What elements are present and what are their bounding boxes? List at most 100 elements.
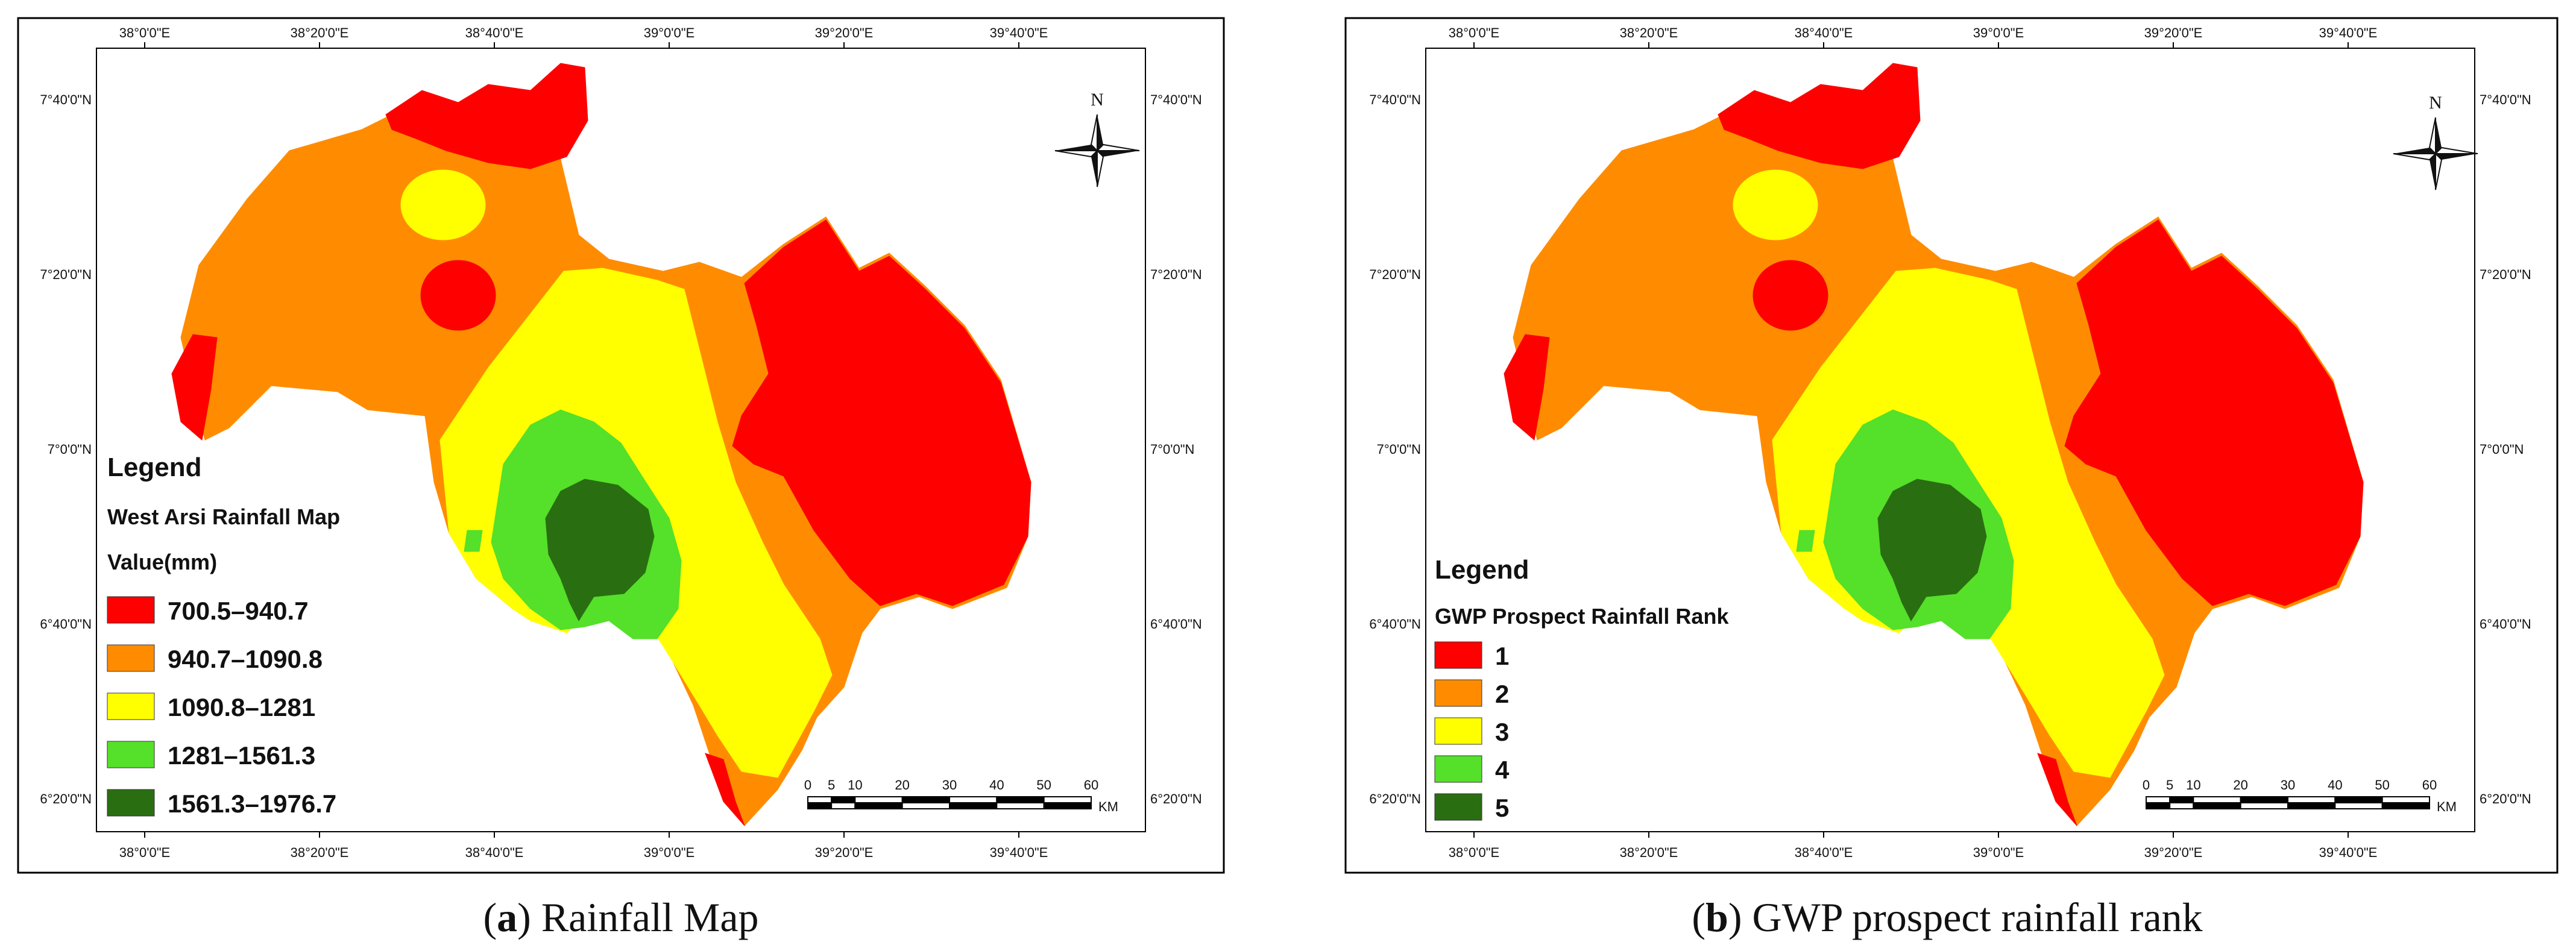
- legend-label: 2: [1495, 680, 1509, 708]
- lat-label: 7°0'0"N: [1150, 442, 1194, 457]
- scale-label: 10: [2186, 777, 2200, 793]
- scale-label: 30: [2281, 777, 2295, 793]
- map-a-caption-letter: a: [497, 894, 517, 940]
- lon-label: 39°20'0"E: [815, 845, 874, 860]
- legend-label: 4: [1495, 756, 1510, 784]
- map-b-north-arrow: N: [2393, 93, 2478, 190]
- scale-label: 60: [2422, 777, 2437, 793]
- lon-label: 39°40'0"E: [2319, 845, 2378, 860]
- lon-label: 39°0'0"E: [644, 25, 694, 40]
- scale-label: 60: [1084, 777, 1098, 793]
- lat-label: 7°40'0"N: [2480, 92, 2531, 107]
- lat-label: 7°0'0"N: [1377, 442, 1421, 457]
- lon-label: 38°0'0"E: [119, 845, 170, 860]
- map-a-legend-field: Value(mm): [107, 550, 217, 574]
- map-a-legend: Legend West Arsi Rainfall Map Value(mm) …: [107, 453, 340, 818]
- map-b-caption-letter: b: [1705, 894, 1728, 940]
- legend-swatch: [107, 741, 155, 768]
- legend-swatch: [1434, 755, 1482, 783]
- legend-swatch: [1434, 717, 1482, 745]
- lon-label: 38°40'0"E: [465, 25, 524, 40]
- scale-unit: KM: [1098, 799, 1118, 814]
- lon-label: 39°40'0"E: [990, 845, 1048, 860]
- lat-label: 7°20'0"N: [40, 267, 92, 282]
- lat-label: 6°20'0"N: [40, 791, 92, 806]
- lon-label: 39°20'0"E: [2144, 25, 2203, 40]
- lon-label: 39°20'0"E: [815, 25, 874, 40]
- scale-label: 0: [804, 777, 811, 793]
- scale-label: 20: [895, 777, 909, 793]
- map-a-north-label: N: [1091, 90, 1104, 110]
- legend-swatch: [107, 596, 155, 624]
- scale-unit: KM: [2437, 799, 2457, 814]
- lat-label: 7°40'0"N: [1369, 92, 1421, 107]
- scale-label: 40: [2328, 777, 2342, 793]
- lon-label: 38°20'0"E: [1620, 845, 1678, 860]
- legend-swatch: [1434, 679, 1482, 707]
- map-a-graticule-labels: 38°0'0"E 38°0'0"E 38°20'0"E 38°20'0"E 38°40'…: [40, 25, 1201, 860]
- lat-label: 7°0'0"N: [2480, 442, 2524, 457]
- lat-label: 6°20'0"N: [2480, 791, 2531, 806]
- map-b-legend-subtitle: GWP Prospect Rainfall Rank: [1435, 604, 1729, 629]
- lat-label: 7°40'0"N: [1150, 92, 1202, 107]
- lon-label: 38°0'0"E: [1449, 25, 1499, 40]
- scale-label: 20: [2233, 777, 2247, 793]
- legend-label: 5: [1495, 794, 1509, 822]
- lat-label: 6°40'0"N: [1150, 617, 1202, 632]
- legend-label: 700.5–940.7: [168, 597, 309, 625]
- map-b-graticule-labels: 38°0'0"E 38°0'0"E 38°20'0"E 38°20'0"E 38°40'…: [1369, 25, 2531, 860]
- map-b-inner-frame: [1425, 48, 2475, 832]
- lon-label: 38°40'0"E: [465, 845, 524, 860]
- lon-label: 38°20'0"E: [291, 25, 349, 40]
- legend-swatch: [1434, 793, 1482, 821]
- scale-label: 40: [989, 777, 1004, 793]
- scale-label: 5: [828, 777, 835, 793]
- lon-label: 39°0'0"E: [1973, 25, 2024, 40]
- lat-label: 7°20'0"N: [2480, 267, 2531, 282]
- legend-label: 1090.8–1281: [168, 693, 315, 721]
- lat-label: 7°0'0"N: [48, 442, 92, 457]
- map-b-panel: 38°0'0"E 38°0'0"E 38°20'0"E 38°20'0"E 38°40'…: [1344, 17, 2559, 940]
- lon-label: 39°0'0"E: [644, 845, 694, 860]
- lat-label: 7°40'0"N: [40, 92, 92, 107]
- scale-label: 10: [848, 777, 862, 793]
- lon-label: 39°0'0"E: [1973, 845, 2024, 860]
- lat-label: 7°20'0"N: [1369, 267, 1421, 282]
- lon-label: 38°20'0"E: [291, 845, 349, 860]
- map-a-legend-title: Legend: [107, 453, 201, 482]
- legend-label: 1561.3–1976.7: [168, 790, 336, 818]
- map-b-caption: (b) GWP prospect rainfall rank: [1692, 894, 2202, 940]
- lon-label: 38°20'0"E: [1620, 25, 1678, 40]
- map-a-caption: (a) Rainfall Map: [483, 894, 759, 940]
- map-a-panel: 38°0'0"E 38°0'0"E 38°20'0"E 38°20'0"E 38°40'…: [17, 17, 1225, 940]
- lat-label: 6°20'0"N: [1369, 791, 1421, 806]
- lat-label: 7°20'0"N: [1150, 267, 1202, 282]
- scale-label: 50: [2375, 777, 2389, 793]
- lon-label: 38°40'0"E: [1795, 25, 1853, 40]
- legend-label: 1281–1561.3: [168, 741, 315, 770]
- scale-label: 50: [1036, 777, 1051, 793]
- map-a-legend-subtitle: West Arsi Rainfall Map: [107, 504, 340, 529]
- legend-label: 3: [1495, 718, 1509, 746]
- legend-swatch: [107, 789, 155, 817]
- legend-swatch: [107, 644, 155, 672]
- legend-label: 940.7–1090.8: [168, 645, 323, 673]
- lat-label: 6°20'0"N: [1150, 791, 1202, 806]
- lat-label: 6°40'0"N: [40, 617, 92, 632]
- lat-label: 6°40'0"N: [1369, 617, 1421, 632]
- map-a-caption-text: Rainfall Map: [531, 894, 759, 940]
- legend-swatch: [1434, 641, 1482, 669]
- legend-swatch: [107, 692, 155, 720]
- map-a-inner-frame: [96, 48, 1146, 832]
- lon-label: 39°40'0"E: [990, 25, 1048, 40]
- map-b-north-label: N: [2429, 93, 2442, 113]
- lon-label: 38°0'0"E: [119, 25, 170, 40]
- lon-label: 38°40'0"E: [1795, 845, 1853, 860]
- legend-label: 1: [1495, 642, 1509, 670]
- map-b-caption-text: GWP prospect rainfall rank: [1742, 894, 2203, 940]
- lat-label: 6°40'0"N: [2480, 617, 2531, 632]
- scale-label: 0: [2143, 777, 2150, 793]
